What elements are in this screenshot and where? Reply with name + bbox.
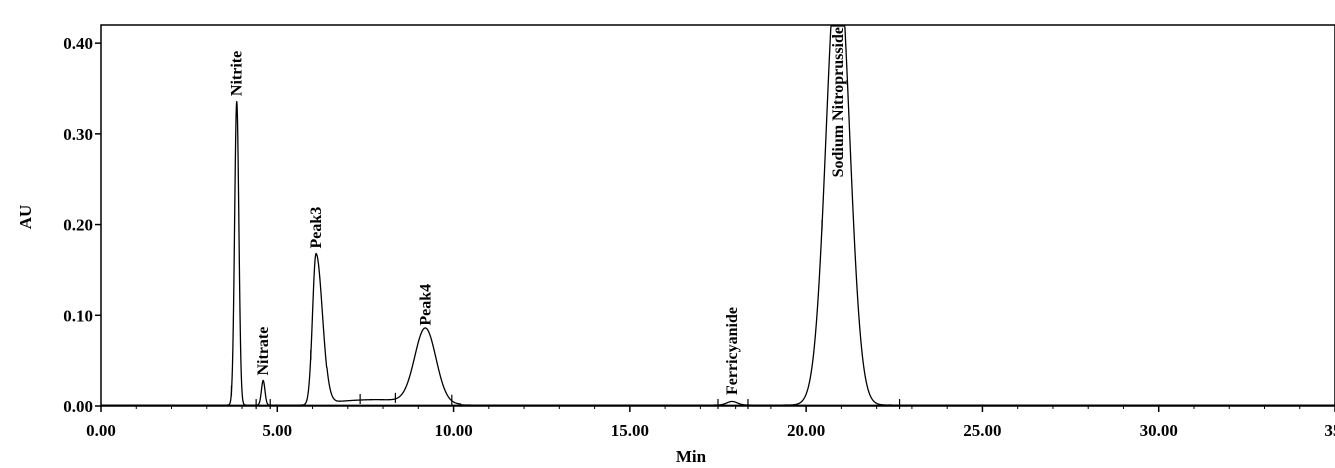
trace-group <box>101 25 1335 406</box>
x-tick-label: 30.00 <box>1140 421 1178 440</box>
x-tick-label: 0.00 <box>86 421 116 440</box>
peak-label-peak4: Peak4 <box>417 284 434 326</box>
x-axis-label: Min <box>676 447 707 466</box>
peak-label-ferricyanide: Ferricyanide <box>724 307 741 395</box>
x-tick-label: 25.00 <box>963 421 1001 440</box>
integration-markers <box>230 220 901 410</box>
y-tick-label: 0.40 <box>63 34 93 53</box>
y-tick-label: 0.00 <box>63 397 93 416</box>
x-tick-label: 20.00 <box>787 421 825 440</box>
y-tick-label: 0.10 <box>63 306 93 325</box>
axes: 0.00 0.10 0.20 0.30 0.40 0.00 5.00 10.00 15.00 20… <box>63 24 1335 440</box>
x-tick-label: 5.00 <box>262 421 292 440</box>
peak-labels: Nitrite Nitrate Peak3 Peak4 Ferricyanide Sodi… <box>229 27 847 395</box>
peak-label-peak3: Peak3 <box>308 207 325 249</box>
plot-frame <box>100 24 1335 407</box>
chromatogram-trace <box>101 25 1335 406</box>
y-tick-label: 0.30 <box>63 125 93 144</box>
x-tick-label: 10.00 <box>434 421 472 440</box>
x-tick-label: 15.00 <box>611 421 649 440</box>
peak-label-nitrite: Nitrite <box>229 51 246 96</box>
y-axis-label: AU <box>16 205 35 230</box>
peak-label-sodium-nitroprusside: Sodium Nitroprusside <box>830 27 847 177</box>
x-tick-label: 35. <box>1324 421 1335 440</box>
y-tick-label: 0.20 <box>63 216 93 235</box>
peak-label-nitrate: Nitrate <box>255 327 272 376</box>
